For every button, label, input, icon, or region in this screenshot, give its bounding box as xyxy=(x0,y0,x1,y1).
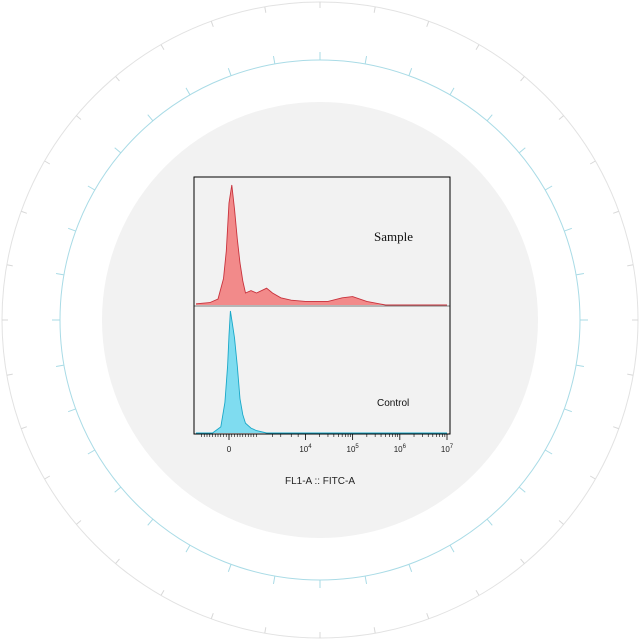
ring-tick xyxy=(76,520,82,525)
ring-tick xyxy=(564,227,573,232)
ring-tick xyxy=(408,67,413,76)
ring-tick xyxy=(475,44,480,51)
ring-tick xyxy=(147,518,154,526)
ring-tick xyxy=(589,160,596,165)
ring-tick xyxy=(6,373,13,376)
ring-tick xyxy=(486,518,493,526)
ring-tick xyxy=(87,449,96,455)
ring-tick xyxy=(558,520,564,525)
ring-tick xyxy=(210,21,214,27)
ring-tick xyxy=(613,426,619,430)
ring-tick xyxy=(147,114,154,122)
sample-series-label: Sample xyxy=(374,229,413,244)
ring-tick xyxy=(6,264,13,267)
ring-tick xyxy=(364,55,368,65)
ring-tick xyxy=(76,115,82,120)
ring-tick xyxy=(558,115,564,120)
ring-tick xyxy=(486,114,493,122)
x-tick-label: 106 xyxy=(394,444,407,454)
ring-tick xyxy=(185,544,191,553)
ring-tick xyxy=(426,613,430,619)
ring-tick xyxy=(518,486,526,493)
x-axis-tick-labels: 0 104 105 106 107 xyxy=(227,434,454,454)
sample-histogram-fill xyxy=(196,185,447,305)
ring-tick xyxy=(264,6,267,13)
ring-tick xyxy=(364,575,368,585)
ring-tick xyxy=(408,564,413,573)
ring-tick xyxy=(67,227,76,232)
ring-tick xyxy=(544,185,553,191)
ring-tick xyxy=(627,264,634,267)
x-axis-minor-ticks xyxy=(201,434,446,437)
ring-tick xyxy=(44,475,51,480)
ring-tick xyxy=(114,147,122,154)
ring-tick xyxy=(264,627,267,634)
ring-tick xyxy=(449,544,455,553)
ring-tick xyxy=(21,426,27,430)
ring-tick xyxy=(272,55,276,65)
ring-tick xyxy=(449,87,455,96)
ring-tick xyxy=(613,210,619,214)
ring-tick xyxy=(115,76,120,82)
ring-tick xyxy=(210,613,214,619)
ring-tick xyxy=(114,486,122,493)
ring-tick xyxy=(426,21,430,27)
ring-tick xyxy=(160,44,165,51)
ring-tick xyxy=(589,475,596,480)
ring-tick xyxy=(544,449,553,455)
ring-tick xyxy=(627,373,634,376)
ring-tick xyxy=(160,589,165,596)
ring-tick xyxy=(227,564,232,573)
sample-histogram-line xyxy=(195,184,447,306)
ring-tick xyxy=(55,364,65,368)
ring-tick xyxy=(115,558,120,564)
ring-tick xyxy=(44,160,51,165)
ring-tick xyxy=(475,589,480,596)
ring-tick xyxy=(520,558,525,564)
control-series-label: Control xyxy=(377,398,409,409)
control-histogram-line xyxy=(196,310,447,434)
ring-tick xyxy=(520,76,525,82)
ring-tick xyxy=(227,67,232,76)
ring-tick xyxy=(185,87,191,96)
ring-tick xyxy=(87,185,96,191)
plot-panel: Sample Control 0 104 105 106 107 FL1-A :: FI… xyxy=(193,176,454,487)
ring-tick xyxy=(373,6,376,13)
x-tick-label: 104 xyxy=(299,444,312,454)
ring-tick xyxy=(55,272,65,276)
x-tick-label: 0 xyxy=(227,445,232,454)
ring-tick xyxy=(564,408,573,413)
x-tick-label: 105 xyxy=(347,444,360,454)
ring-tick xyxy=(373,627,376,634)
ring-tick xyxy=(21,210,27,214)
x-axis-label: FL1-A :: FITC-A xyxy=(285,476,355,487)
ring-tick xyxy=(67,408,76,413)
x-tick-label: 107 xyxy=(441,444,454,454)
ring-tick xyxy=(575,364,585,368)
ring-tick xyxy=(575,272,585,276)
ring-tick xyxy=(272,575,276,585)
ring-tick xyxy=(518,147,526,154)
